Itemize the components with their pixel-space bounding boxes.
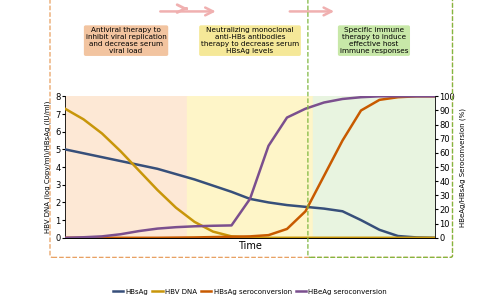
Text: Antiviral therapy to
inhibit viral replication
and decrease serum
viral load: Antiviral therapy to inhibit viral repli… <box>86 27 166 54</box>
Bar <box>65 96 187 238</box>
Text: Specific immune
therapy to induce
effective host
immune responses: Specific immune therapy to induce effect… <box>340 27 408 54</box>
X-axis label: Time: Time <box>238 240 262 250</box>
Y-axis label: HBeAg/HBsAg Seroconversion (%): HBeAg/HBsAg Seroconversion (%) <box>459 107 466 227</box>
Legend: HBsAg, HBV DNA, HBsAg seroconversion, HBeAg seroconversion: HBsAg, HBV DNA, HBsAg seroconversion, HB… <box>110 286 390 297</box>
Bar <box>313 96 435 238</box>
Bar <box>187 96 313 238</box>
Y-axis label: HBV DNA (log Copy/ml)/HBsAg (IU/ml): HBV DNA (log Copy/ml)/HBsAg (IU/ml) <box>45 101 52 233</box>
Text: Neutralizing monoclonal
anti-HBs antibodies
therapy to decrease serum
HBsAg leve: Neutralizing monoclonal anti-HBs antibod… <box>201 27 299 54</box>
